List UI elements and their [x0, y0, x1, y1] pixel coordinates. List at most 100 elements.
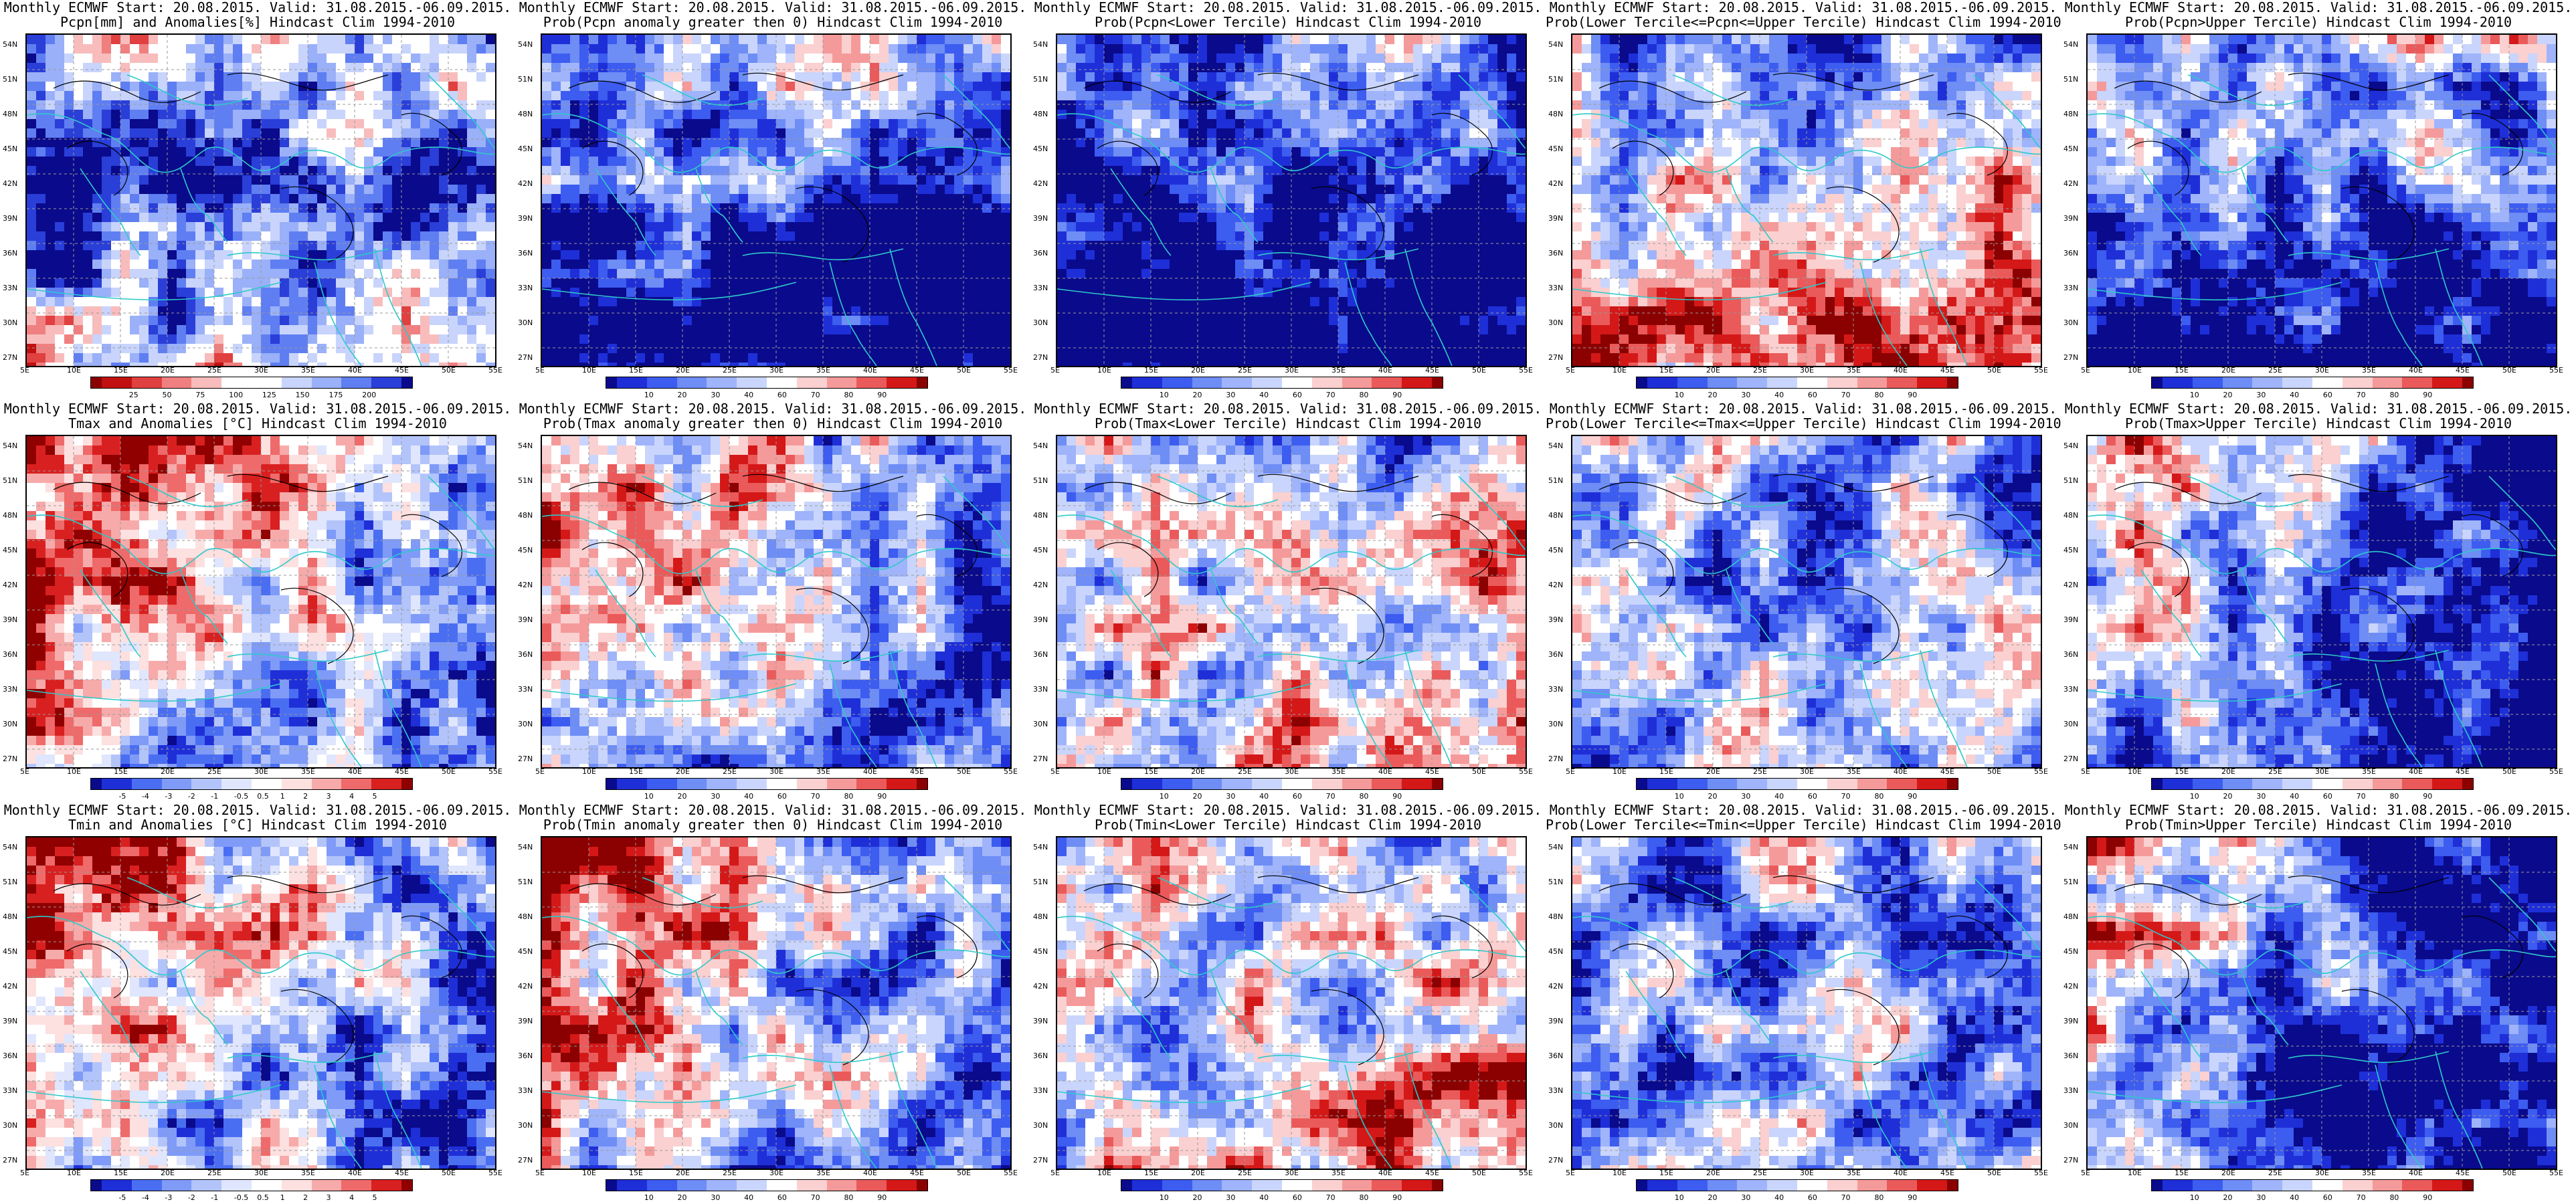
field-cell [926, 316, 936, 326]
field-cell [74, 260, 84, 270]
field-cell [1245, 222, 1255, 232]
field-cell [55, 119, 65, 129]
field-cell [551, 363, 561, 366]
field-cell [439, 54, 449, 64]
field-cell [1422, 250, 1433, 260]
field-cell [373, 203, 383, 213]
field-cell [729, 353, 739, 363]
field-cell [233, 306, 243, 316]
field-cell [392, 231, 402, 241]
field-cell [92, 72, 102, 82]
field-cell [598, 138, 608, 148]
field-cell [654, 316, 664, 326]
field-cell [1141, 110, 1152, 120]
field-cell [1160, 222, 1170, 232]
field-cell [317, 138, 327, 148]
field-cell [420, 100, 430, 110]
field-cell [158, 231, 168, 241]
field-cell [308, 138, 318, 148]
field-cell [1067, 54, 1077, 64]
field-cell [664, 260, 674, 270]
field-cell [542, 203, 552, 213]
field-cell [748, 344, 758, 354]
field-cell [27, 166, 37, 176]
field-cell [233, 316, 243, 326]
field-cell [692, 288, 702, 298]
field-cell [851, 260, 861, 270]
field-cell [1273, 222, 1283, 232]
field-cell [1198, 250, 1208, 260]
field-cell [233, 157, 243, 167]
field-cell [420, 63, 430, 73]
field-cell [889, 325, 899, 335]
field-cell [1198, 166, 1208, 176]
field-cell [842, 231, 852, 241]
field-cell [139, 334, 149, 344]
field-cell [242, 44, 252, 54]
field-cell [786, 241, 796, 251]
field-cell [682, 44, 693, 54]
field-cell [392, 194, 402, 204]
field-cell [186, 54, 196, 64]
field-cell [898, 185, 908, 195]
longitude-label: 10E [67, 366, 81, 375]
field-cell [748, 175, 758, 185]
field-cell [242, 344, 252, 354]
field-cell [1160, 119, 1170, 129]
field-cell [551, 241, 561, 251]
field-cell [879, 231, 889, 241]
field-cell [645, 316, 655, 326]
field-cell [317, 35, 327, 45]
panel-title: Monthly ECMWF Start: 20.08.2015. Valid: … [515, 0, 1030, 29]
field-cell [907, 175, 917, 185]
field-cell [1216, 222, 1226, 232]
field-cell [1057, 128, 1067, 138]
field-cell [636, 72, 646, 82]
field-cell [205, 269, 215, 279]
field-cell [1338, 100, 1348, 110]
latitude-label: 48N [1033, 110, 1048, 118]
field-cell [223, 231, 234, 241]
field-cell [767, 175, 777, 185]
field-cell [1160, 250, 1170, 260]
field-cell [327, 203, 337, 213]
field-cell [1488, 250, 1498, 260]
field-cell [814, 110, 824, 120]
field-cell [130, 35, 140, 45]
field-cell [561, 325, 571, 335]
field-cell [1104, 91, 1114, 101]
field-cell [701, 363, 711, 366]
field-cell [776, 297, 786, 307]
field-cell [1095, 175, 1105, 185]
field-cell [1376, 54, 1386, 64]
field-cell [982, 363, 992, 366]
field-cell [1507, 138, 1517, 148]
field-cell [411, 138, 421, 148]
field-cell [1348, 54, 1358, 64]
field-cell [327, 297, 337, 307]
field-cell [261, 147, 271, 157]
field-cell [832, 175, 842, 185]
field-cell [252, 44, 262, 54]
colorbar-swatch [737, 377, 767, 388]
field-cell [74, 278, 84, 288]
field-cell [767, 119, 777, 129]
field-cell [711, 110, 721, 120]
field-cell [345, 269, 355, 279]
field-cell [701, 203, 711, 213]
field-cell [158, 316, 168, 326]
field-cell [448, 203, 458, 213]
field-cell [401, 54, 411, 64]
field-cell [626, 100, 636, 110]
field-cell [1254, 175, 1264, 185]
field-cell [889, 306, 899, 316]
field-cell [1001, 260, 1010, 270]
field-cell [842, 297, 852, 307]
field-cell [233, 203, 243, 213]
field-cell [186, 334, 196, 344]
field-cell [776, 306, 786, 316]
field-cell [74, 231, 84, 241]
field-cell [1479, 82, 1489, 92]
field-cell [177, 147, 187, 157]
field-cell [767, 138, 777, 148]
